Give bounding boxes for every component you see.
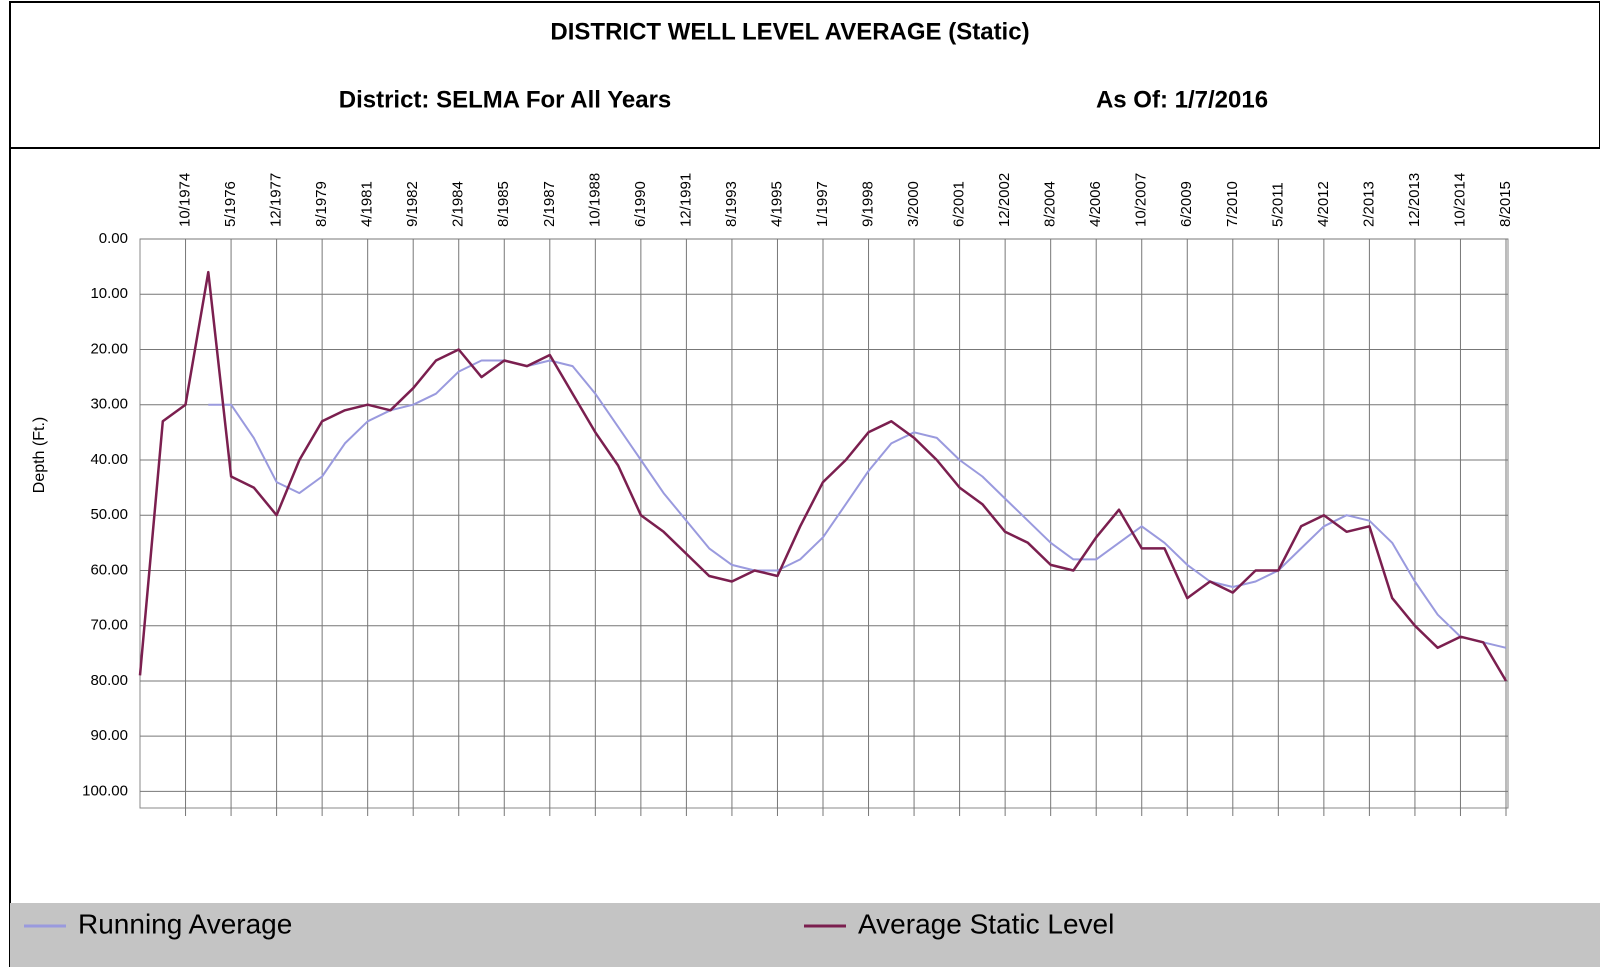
chart-title: DISTRICT WELL LEVEL AVERAGE (Static) [550, 18, 1029, 45]
series-line [138, 270, 1508, 682]
y-tick-label: 30.00 [90, 396, 128, 413]
legend [10, 903, 1600, 967]
x-tick-label: 8/1985 [495, 181, 512, 227]
x-tick-label: 12/1991 [677, 173, 694, 227]
x-tick-label: 8/1979 [313, 181, 330, 227]
x-tick-label: 4/1981 [359, 181, 376, 227]
x-tick-label: 5/2011 [1269, 182, 1286, 227]
y-tick-label: 100.00 [82, 782, 128, 799]
x-tick-label: 10/2014 [1451, 173, 1468, 227]
x-tick-label: 8/2004 [1042, 181, 1059, 227]
y-tick-label: 20.00 [90, 340, 128, 357]
series-line [208, 359, 1507, 649]
header-box [9, 1, 1600, 149]
x-tick-label: 6/2001 [951, 181, 968, 227]
legend-label: Average Static Level [858, 908, 1114, 939]
x-tick-label: 2/2013 [1360, 181, 1377, 227]
y-tick-label: 70.00 [90, 617, 128, 634]
x-tick-label: 10/2007 [1133, 173, 1150, 227]
subtitle: District: SELMA For All Years [339, 86, 672, 113]
x-tick-label: 12/2013 [1406, 173, 1423, 227]
x-tick-label: 8/1993 [723, 181, 740, 227]
y-tick-label: 90.00 [90, 727, 128, 744]
y-tick-label: 50.00 [90, 506, 128, 523]
x-tick-label: 3/2000 [905, 181, 922, 227]
x-tick-label: 9/1982 [404, 181, 421, 227]
x-tick-label: 5/1976 [222, 181, 239, 227]
x-tick-label: 4/1995 [768, 181, 785, 227]
y-axis-label: Depth (Ft.) [31, 417, 48, 493]
x-tick-label: 12/1977 [268, 173, 285, 227]
x-tick-label: 1/1997 [814, 181, 831, 227]
y-tick-label: 10.00 [90, 285, 128, 302]
y-tick-label: 40.00 [90, 451, 128, 468]
x-tick-label: 6/2009 [1178, 181, 1195, 227]
y-tick-label: 0.00 [99, 230, 128, 247]
x-tick-label: 2/1987 [541, 181, 558, 227]
plot-area [139, 238, 1509, 809]
y-tick-label: 60.00 [90, 561, 128, 578]
y-tick-label: 80.00 [90, 672, 128, 689]
x-tick-label: 12/2002 [996, 173, 1013, 227]
x-tick-label: 4/2012 [1315, 181, 1332, 227]
x-tick-label: 6/1990 [632, 181, 649, 227]
x-tick-label: 10/1974 [177, 173, 194, 227]
x-tick-label: 4/2006 [1087, 181, 1104, 227]
as-of: As Of: 1/7/2016 [1096, 86, 1268, 113]
x-tick-label: 10/1988 [586, 173, 603, 227]
x-tick-label: 8/2015 [1497, 181, 1514, 227]
x-tick-label: 9/1998 [860, 181, 877, 227]
x-tick-label: 2/1984 [450, 181, 467, 227]
x-tick-label: 7/2010 [1224, 181, 1241, 227]
legend-label: Running Average [78, 908, 292, 939]
